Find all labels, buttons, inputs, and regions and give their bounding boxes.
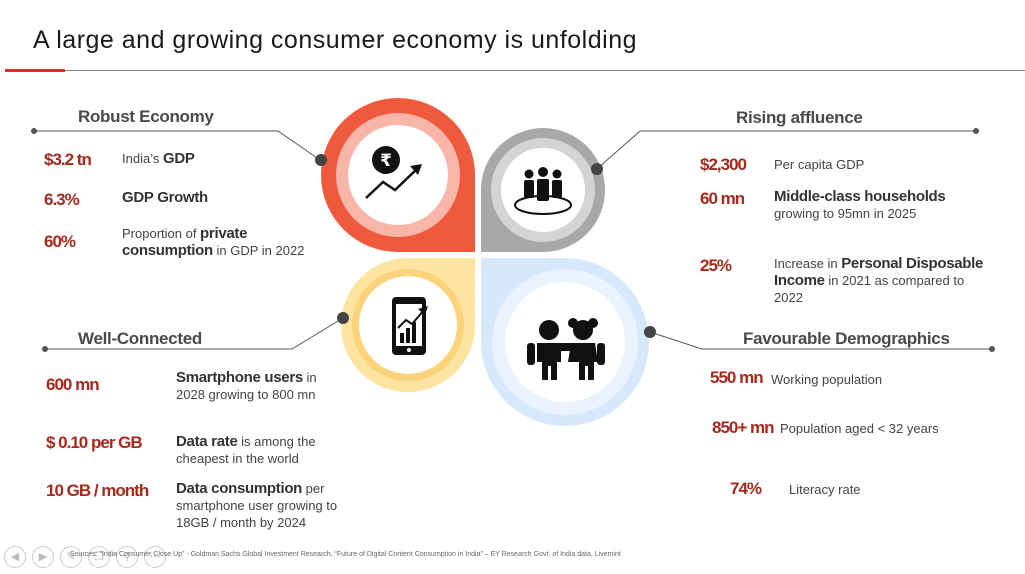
stat-value: 550 mn bbox=[710, 368, 764, 387]
stat-value: $ 0.10 per GB bbox=[46, 433, 143, 452]
stat-description: Proportion of private consumption in GDP… bbox=[122, 225, 305, 259]
next-icon[interactable]: ▶ bbox=[32, 546, 54, 568]
title-divider-accent bbox=[5, 69, 65, 72]
stat-value: 600 mn bbox=[46, 375, 100, 394]
svg-text:₹: ₹ bbox=[380, 151, 392, 171]
stat-value: 10 GB / month bbox=[46, 481, 149, 500]
stat-description: Per capita GDP bbox=[774, 157, 865, 172]
stat-value: 25% bbox=[700, 256, 732, 275]
section-title-well-connected: Well-Connected bbox=[78, 329, 202, 348]
stat-description: Middle-class households growing to 95mn … bbox=[774, 188, 946, 221]
section-title-rising-affluence: Rising affluence bbox=[736, 108, 863, 127]
stat-description: India’s GDP bbox=[122, 150, 195, 167]
stat-description: Increase in Personal Disposable Income i… bbox=[774, 255, 984, 305]
stat-value: 60 mn bbox=[700, 189, 745, 208]
stat-description: GDP Growth bbox=[122, 189, 208, 206]
page-title: A large and growing consumer economy is … bbox=[33, 26, 638, 54]
stat-value: 6.3% bbox=[44, 190, 80, 209]
section-title-favourable-demographics: Favourable Demographics bbox=[743, 329, 950, 348]
stat-value: 850+ mn bbox=[712, 418, 775, 437]
stat-value: 74% bbox=[730, 479, 762, 498]
edit-icon[interactable]: ✎ bbox=[60, 546, 82, 568]
stat-value: 60% bbox=[44, 232, 76, 251]
stat-description: Data consumption per smartphone user gro… bbox=[176, 480, 338, 530]
stat-description: Smartphone users in 2028 growing to 800 … bbox=[176, 369, 317, 402]
copy-icon[interactable]: ❐ bbox=[88, 546, 110, 568]
stat-description: Population aged < 32 years bbox=[780, 421, 939, 436]
prev-icon[interactable]: ◀ bbox=[4, 546, 26, 568]
people-group-icon bbox=[514, 167, 572, 215]
children-icon bbox=[527, 318, 605, 380]
slide-nav-toolbar: ◀ ▶ ✎ ❐ ⚲ ⋯ bbox=[4, 546, 166, 568]
rupee-growth-icon: ₹ bbox=[365, 146, 422, 199]
stat-description: Working population bbox=[771, 372, 883, 387]
sources-note: Sources: “India Consumer Close Up” - Gol… bbox=[70, 551, 621, 558]
title-divider bbox=[5, 70, 1025, 71]
stat-description: Literacy rate bbox=[789, 482, 861, 497]
zoom-icon[interactable]: ⚲ bbox=[116, 546, 138, 568]
stat-value: $2,300 bbox=[700, 155, 747, 174]
petal-demographics bbox=[481, 258, 649, 426]
petal-robust-economy bbox=[321, 98, 475, 252]
more-icon[interactable]: ⋯ bbox=[144, 546, 166, 568]
section-title-robust-economy: Robust Economy bbox=[78, 107, 214, 126]
smartphone-chart-icon bbox=[392, 297, 428, 355]
stat-value: $3.2 tn bbox=[44, 150, 92, 169]
stat-description: Data rate is among the cheapest in the w… bbox=[176, 433, 316, 466]
